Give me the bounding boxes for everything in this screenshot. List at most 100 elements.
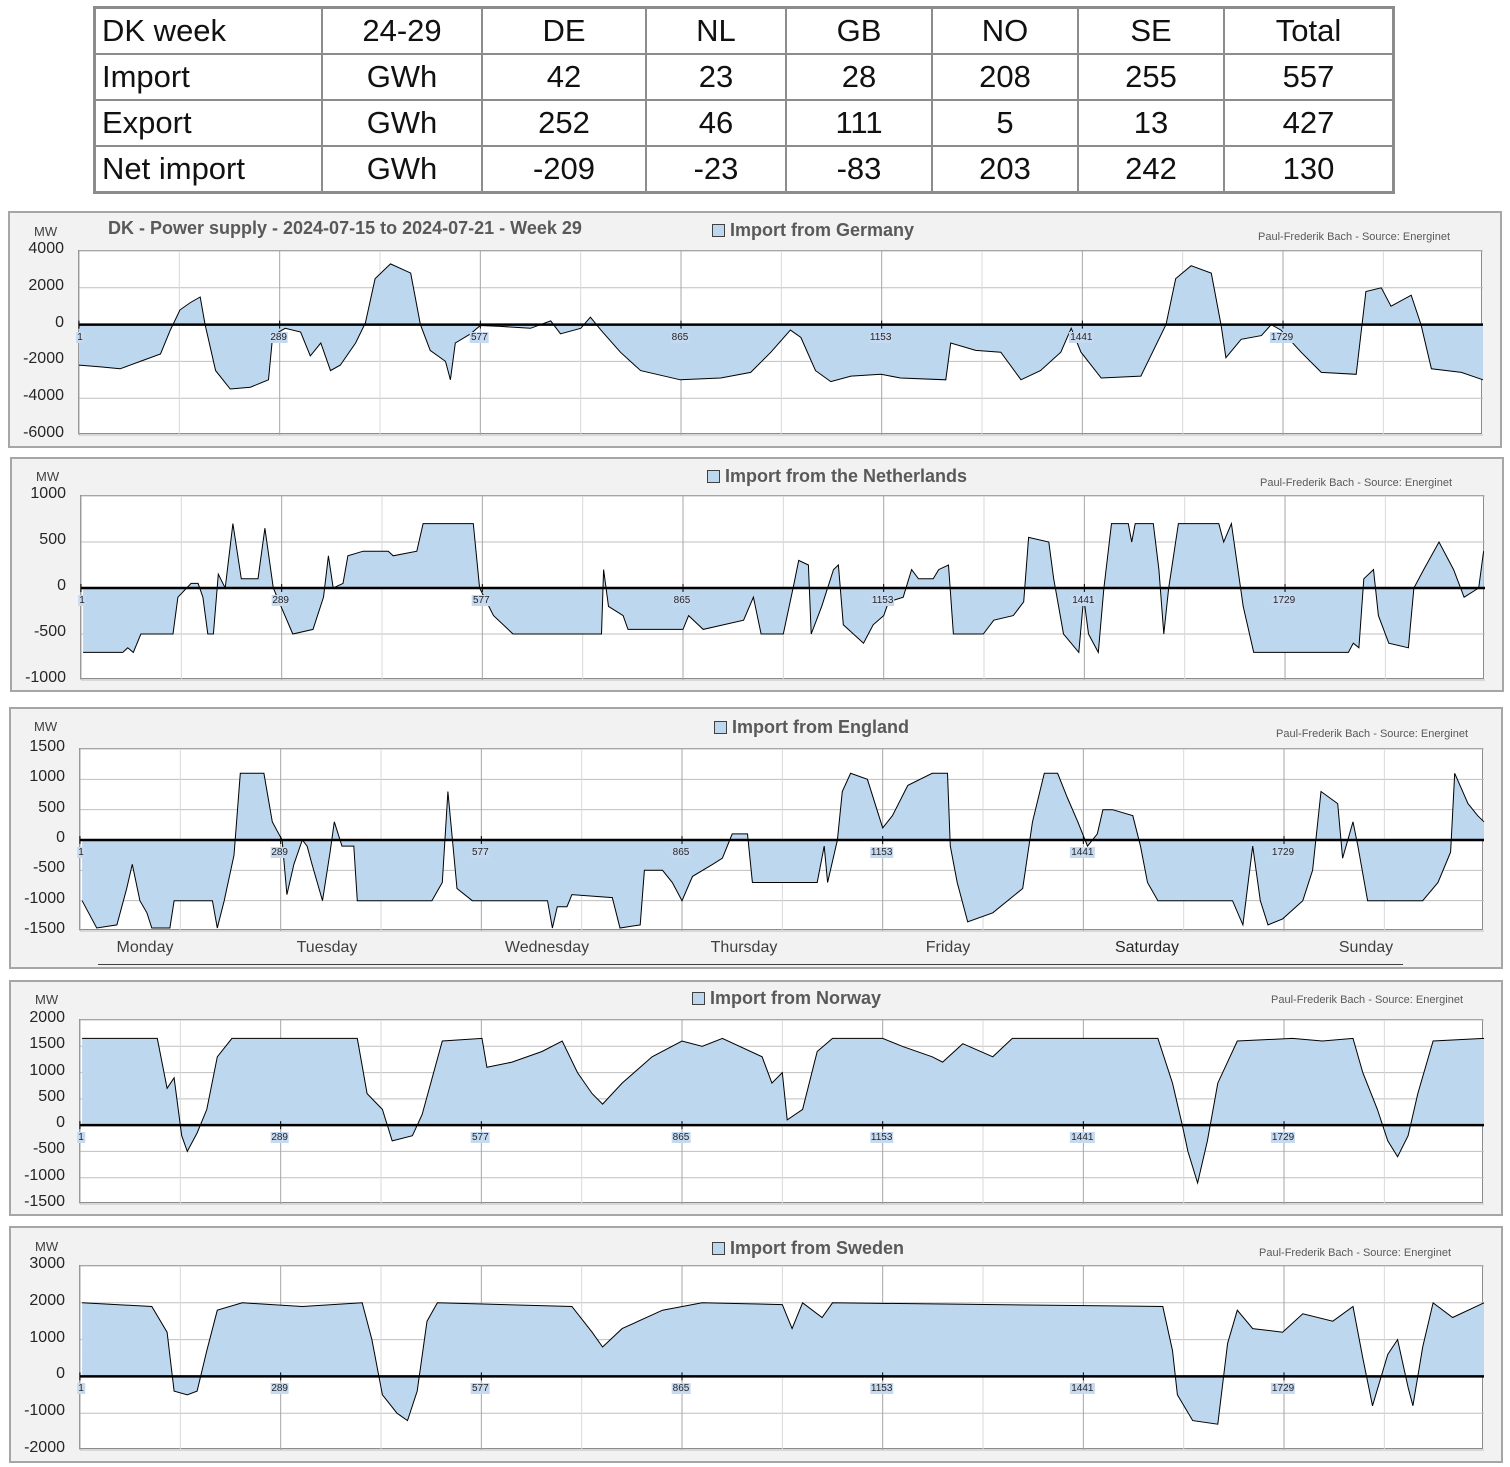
y-tick-label: 3000 [29, 1255, 65, 1272]
legend-swatch-icon [714, 721, 727, 734]
table-cell: 203 [931, 145, 1079, 194]
header-cell: Total [1223, 6, 1395, 55]
y-tick-label: 1000 [29, 1328, 65, 1346]
y-tick-label: 0 [56, 1114, 65, 1132]
y-tick-label: -6000 [23, 424, 64, 441]
plot-area [80, 495, 1485, 681]
header-cell: SE [1077, 6, 1225, 55]
y-tick-label: 1500 [29, 738, 65, 755]
y-tick-label: 0 [55, 313, 64, 331]
x-tick-label: 1441 [1069, 331, 1094, 343]
source-credit: Paul-Frederik Bach - Source: Energinet [1258, 231, 1450, 243]
y-tick-label: 2000 [29, 1009, 65, 1026]
y-tick-label: 1000 [30, 485, 66, 502]
x-tick-label: 289 [270, 847, 289, 858]
y-tick-label: 1000 [29, 1061, 65, 1079]
x-tick-label: 865 [670, 331, 690, 343]
weekday-label: Thursday [710, 939, 778, 956]
x-tick-label: 289 [269, 331, 288, 343]
x-tick-label: 289 [270, 1383, 289, 1395]
table-cell: GWh [321, 99, 483, 147]
x-tick-label: 1153 [869, 1132, 894, 1144]
table-cell: -23 [645, 145, 787, 194]
y-axis-label: MW [34, 719, 58, 734]
y-axis-label: MW [35, 1239, 59, 1254]
x-tick-label: 1441 [1070, 1383, 1095, 1395]
weekday-label: Tuesday [296, 939, 358, 956]
header-cell: GB [785, 6, 933, 55]
y-tick-label: -1000 [24, 889, 65, 907]
y-tick-label: 0 [57, 577, 66, 594]
y-tick-label: 2000 [29, 1291, 65, 1309]
x-tick-label: 1729 [1270, 847, 1296, 858]
table-cell: 46 [645, 99, 787, 147]
x-tick-label: 1153 [869, 847, 894, 858]
y-tick-label: -1500 [24, 920, 65, 937]
table-cell: 427 [1223, 99, 1395, 147]
table-cell: 5 [931, 99, 1079, 147]
table-cell: 23 [645, 53, 787, 101]
plot-area [79, 748, 1485, 932]
x-tick-label: 289 [270, 1132, 289, 1144]
x-tick-label: 1153 [868, 331, 893, 343]
y-tick-label: 1000 [29, 768, 65, 786]
series-area [79, 263, 1483, 389]
table-cell: 130 [1223, 145, 1395, 194]
series-area [82, 773, 1484, 928]
plot-area [78, 250, 1484, 436]
summary-table: DK week 24-29 DE NL GB NO SE Total Impor… [93, 6, 1395, 194]
x-tick-label: 865 [671, 1132, 691, 1144]
table-cell: Export [93, 99, 323, 147]
plot-area [79, 1019, 1485, 1205]
y-tick-label: -1000 [24, 1402, 65, 1420]
table-cell: -209 [481, 145, 647, 194]
x-tick-label: 577 [470, 1132, 490, 1144]
table-cell: 208 [931, 53, 1079, 101]
weekday-underline [98, 964, 1403, 965]
y-axis-label: MW [35, 992, 59, 1007]
y-tick-label: -500 [32, 1140, 65, 1158]
legend: Import from Germany [712, 220, 914, 241]
legend-label: Import from the Netherlands [725, 466, 968, 486]
x-tick-label: 577 [469, 331, 489, 343]
x-tick-label: 1441 [1070, 1132, 1095, 1144]
table-cell: 111 [785, 99, 933, 147]
x-tick-label: 1 [77, 1383, 85, 1395]
x-tick-label: 865 [671, 1383, 691, 1395]
y-tick-label: -2000 [23, 350, 64, 368]
table-header-row: DK week 24-29 DE NL GB NO SE Total [93, 6, 1395, 55]
plot-area [79, 1265, 1485, 1451]
weekday-label: Wednesday [504, 939, 590, 956]
y-tick-label: -4000 [23, 387, 64, 405]
y-tick-label: -500 [33, 623, 66, 640]
x-tick-label: 1729 [1271, 595, 1297, 606]
y-tick-label: 0 [56, 1365, 65, 1383]
legend-swatch-icon [712, 1242, 725, 1255]
source-credit: Paul-Frederik Bach - Source: Energinet [1271, 994, 1463, 1006]
legend: Import from Sweden [712, 1238, 904, 1259]
table-cell: 42 [481, 53, 647, 101]
source-credit: Paul-Frederik Bach - Source: Energinet [1259, 1247, 1451, 1259]
weekday-label: Sunday [1338, 939, 1394, 956]
y-tick-label: 500 [39, 531, 66, 548]
table-row-import: Import GWh 42 23 28 208 255 557 [93, 53, 1395, 101]
y-tick-label: -1500 [24, 1193, 65, 1210]
series-area [82, 1038, 1484, 1183]
source-credit: Paul-Frederik Bach - Source: Energinet [1276, 728, 1468, 740]
legend-swatch-icon [707, 470, 720, 483]
table-cell: 13 [1077, 99, 1225, 147]
table-cell: GWh [321, 53, 483, 101]
table-cell: 557 [1223, 53, 1395, 101]
table-cell: 255 [1077, 53, 1225, 101]
table-cell: 242 [1077, 145, 1225, 194]
table-cell: -83 [785, 145, 933, 194]
header-cell: DE [481, 6, 647, 55]
y-tick-label: 2000 [28, 276, 64, 294]
x-tick-label: 577 [471, 595, 491, 606]
weekday-label: Saturday [1114, 939, 1180, 956]
y-tick-label: -500 [32, 859, 65, 877]
y-tick-label: 4000 [28, 240, 64, 257]
header-cell: DK week [93, 6, 323, 55]
x-tick-label: 1153 [869, 1383, 894, 1395]
legend-label: Import from Germany [730, 220, 915, 240]
